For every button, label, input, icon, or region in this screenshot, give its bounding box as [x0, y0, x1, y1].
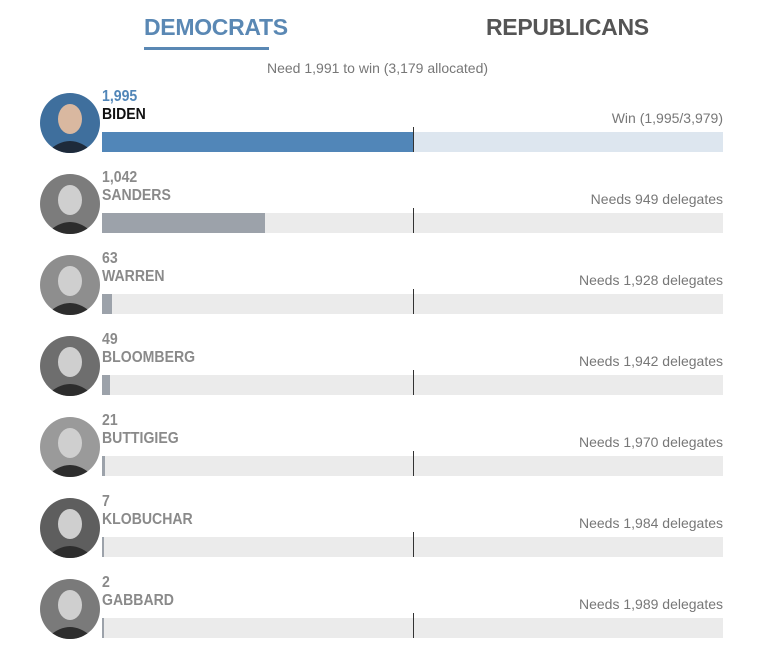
delegate-bar [102, 213, 265, 233]
candidate-row: 63 WARREN Needs 1,928 delegates [0, 250, 767, 333]
delegate-bar [102, 618, 104, 638]
candidate-name: GABBARD [102, 592, 174, 609]
delegate-bar-track [102, 456, 723, 476]
candidate-photo [40, 174, 100, 234]
candidate-photo [40, 579, 100, 639]
candidate-photo [40, 417, 100, 477]
candidate-photo [40, 93, 100, 153]
tab-republicans[interactable]: REPUBLICANS [486, 14, 649, 40]
candidate-photo [40, 255, 100, 315]
delegate-count-label: 63 [102, 250, 118, 267]
delegate-status-text: Needs 1,989 delegates [579, 596, 723, 612]
delegate-bar [102, 456, 105, 476]
active-tab-indicator [144, 47, 269, 50]
delegate-status-text: Needs 1,970 delegates [579, 434, 723, 450]
candidate-row: 21 BUTTIGIEG Needs 1,970 delegates [0, 412, 767, 495]
candidate-photo [40, 498, 100, 558]
delegate-bar-track [102, 294, 723, 314]
delegate-count-label: 2 [102, 574, 110, 591]
candidate-row: 1,042 SANDERS Needs 949 delegates [0, 169, 767, 252]
candidate-row: 49 BLOOMBERG Needs 1,942 delegates [0, 331, 767, 414]
delegate-count-label: 49 [102, 331, 118, 348]
delegate-count-label: 7 [102, 493, 110, 510]
win-threshold-marker [413, 370, 414, 395]
delegate-status-text: Win (1,995/3,979) [611, 110, 723, 126]
delegate-count-label: 1,995 [102, 88, 138, 105]
delegate-bar-track [102, 132, 723, 152]
chart-subtitle: Need 1,991 to win (3,179 allocated) [267, 60, 489, 76]
candidate-name: WARREN [102, 268, 165, 285]
candidate-name: SANDERS [102, 187, 171, 204]
delegate-bar-track [102, 213, 723, 233]
win-threshold-marker [413, 451, 414, 476]
win-threshold-marker [413, 127, 414, 152]
candidate-name: KLOBUCHAR [102, 511, 193, 528]
candidate-row: 2 GABBARD Needs 1,989 delegates [0, 574, 767, 657]
delegate-bar [102, 537, 104, 557]
win-threshold-marker [413, 613, 414, 638]
delegate-bar-track [102, 537, 723, 557]
candidate-row: 7 KLOBUCHAR Needs 1,984 delegates [0, 493, 767, 576]
candidate-photo [40, 336, 100, 396]
delegate-bar [102, 294, 112, 314]
delegate-status-text: Needs 1,928 delegates [579, 272, 723, 288]
win-threshold-marker [413, 208, 414, 233]
win-threshold-marker [413, 289, 414, 314]
delegate-bar [102, 132, 413, 152]
delegate-status-text: Needs 1,984 delegates [579, 515, 723, 531]
win-threshold-marker [413, 532, 414, 557]
candidate-name: BLOOMBERG [102, 349, 196, 366]
candidate-name: BIDEN [102, 106, 146, 123]
tab-democrats[interactable]: DEMOCRATS [144, 14, 288, 40]
candidate-row: 1,995 BIDEN Win (1,995/3,979) [0, 88, 767, 171]
delegate-count-label: 21 [102, 412, 118, 429]
delegate-bar-track [102, 375, 723, 395]
delegate-status-text: Needs 1,942 delegates [579, 353, 723, 369]
delegate-bar-track [102, 618, 723, 638]
candidate-name: BUTTIGIEG [102, 430, 179, 447]
delegate-count-label: 1,042 [102, 169, 138, 186]
delegate-bar [102, 375, 110, 395]
delegate-status-text: Needs 949 delegates [590, 191, 723, 207]
